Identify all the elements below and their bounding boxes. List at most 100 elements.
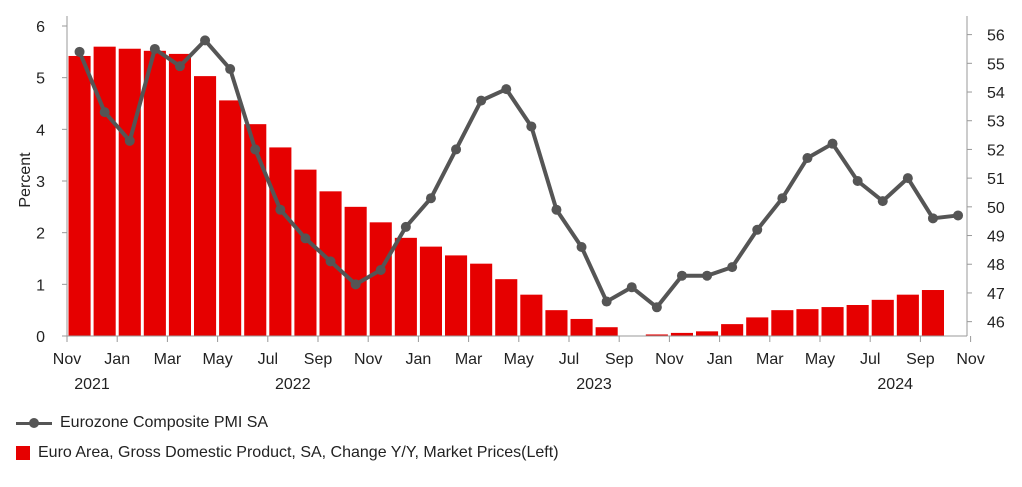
bar [596,327,618,336]
left-tick-label: 4 [36,122,45,139]
legend-label-pmi: Eurozone Composite PMI SA [60,414,268,432]
x-year-label: 2021 [74,376,110,393]
pmi-point [727,262,737,272]
pmi-point [100,107,110,117]
bar [520,295,542,336]
pmi-point [903,173,913,183]
pmi-point [401,222,411,232]
bar [69,56,91,336]
pmi-point [275,205,285,215]
right-tick-label: 48 [987,257,1005,274]
right-tick-label: 53 [987,114,1005,131]
x-tick-label: Mar [756,351,784,368]
pmi-point [828,139,838,149]
pmi-point [526,121,536,131]
right-tick-label: 56 [987,28,1005,45]
pmi-point [677,271,687,281]
pmi-point [551,205,561,215]
x-tick-label: Mar [455,351,483,368]
x-tick-label: Nov [956,351,984,368]
x-tick-label: Jan [406,351,432,368]
pmi-point [175,61,185,71]
bar [194,76,216,336]
bar [269,147,291,336]
line-marker-icon [16,416,52,430]
x-tick-label: Jan [104,351,130,368]
pmi-point [225,64,235,74]
bar [696,331,718,336]
pmi-point [476,96,486,106]
legend-item-gdp: Euro Area, Gross Domestic Product, SA, C… [16,444,559,462]
x-tick-label: Sep [906,351,935,368]
pmi-point [75,47,85,57]
x-tick-label: Jul [559,351,579,368]
pmi-point [125,136,135,146]
bar [294,170,316,336]
bar-swatch-icon [16,446,30,460]
bar [495,279,517,336]
x-tick-label: Jul [258,351,278,368]
bar [571,319,593,336]
left-tick-label: 6 [36,19,45,36]
pmi-point [351,279,361,289]
right-tick-label: 49 [987,229,1005,246]
left-tick-label: 3 [36,174,45,191]
bar [370,222,392,336]
bar [796,309,818,336]
x-tick-label: Sep [605,351,634,368]
right-tick-label: 50 [987,200,1005,217]
right-tick-label: 47 [987,286,1005,303]
pmi-point [451,144,461,154]
legend-item-pmi: Eurozone Composite PMI SA [16,414,268,432]
pmi-point [577,242,587,252]
bar [897,295,919,336]
x-tick-label: Jul [860,351,880,368]
bar [922,290,944,336]
pmi-point [376,265,386,275]
pmi-point [300,233,310,243]
x-tick-label: Nov [53,351,81,368]
bar [395,238,417,336]
left-axis-label: Percent [17,152,34,208]
bar [345,207,367,336]
x-tick-label: Mar [154,351,182,368]
bar [771,310,793,336]
right-tick-label: 46 [987,315,1005,332]
left-tick-label: 5 [36,71,45,88]
right-tick-label: 54 [987,85,1005,102]
left-tick-label: 1 [36,277,45,294]
bar [822,307,844,336]
bar [545,310,567,336]
pmi-point [200,35,210,45]
bar [872,300,894,336]
bar [746,317,768,336]
bar [219,100,241,336]
pmi-point [853,176,863,186]
pmi-point [326,256,336,266]
pmi-point [250,144,260,154]
bar [244,124,266,336]
pmi-point [702,271,712,281]
pmi-point [752,225,762,235]
x-tick-label: Jan [707,351,733,368]
x-year-label: 2024 [877,376,913,393]
pmi-point [802,153,812,163]
x-tick-label: Nov [354,351,382,368]
pmi-point [501,84,511,94]
bar [470,264,492,336]
x-tick-label: May [504,351,534,368]
bar [847,305,869,336]
pmi-point [928,213,938,223]
x-tick-label: Sep [304,351,333,368]
bar [445,255,467,336]
left-tick-label: 0 [36,329,45,346]
bar [169,54,191,336]
pmi-point [652,302,662,312]
pmi-point [627,282,637,292]
bar [420,247,442,336]
pmi-point [953,210,963,220]
bar [119,49,141,336]
x-tick-label: May [805,351,835,368]
x-year-label: 2022 [275,376,311,393]
bar [144,51,166,336]
